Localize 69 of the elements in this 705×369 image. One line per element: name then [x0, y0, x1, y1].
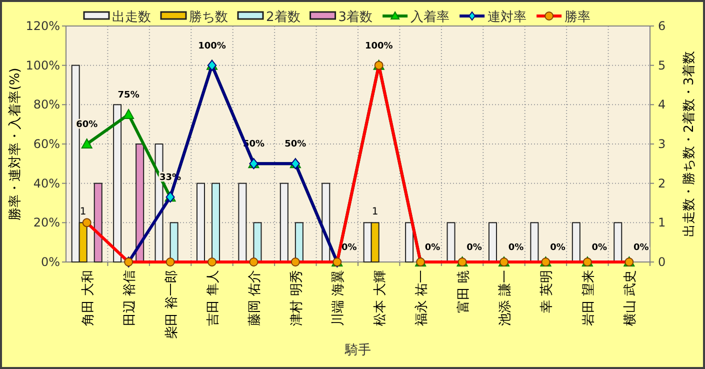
y2-tick-label: 1: [658, 216, 666, 230]
y2-tick-label: 5: [658, 58, 666, 72]
data-label: 0%: [634, 243, 649, 253]
bar: [196, 182, 205, 262]
y-axis-title: 勝率・連対率・入着率(%): [7, 68, 23, 220]
legend-label: 入着率: [410, 9, 450, 25]
data-label: 100%: [364, 41, 393, 52]
legend-label: 勝ち数: [189, 10, 228, 25]
data-label: 50%: [284, 140, 306, 150]
bar: [113, 104, 122, 262]
x-tick-label: 富田 暁: [455, 270, 472, 314]
x-tick-label: 松本 大輝: [372, 270, 388, 326]
bar: [614, 222, 622, 262]
data-label: 0%: [466, 243, 482, 253]
x-axis-title: 騎手: [344, 343, 371, 358]
bar: [212, 182, 220, 262]
y-tick-label: 0%: [40, 255, 60, 269]
data-label: 0%: [342, 243, 357, 253]
y-tick-label: 20%: [33, 216, 60, 230]
bar: [94, 182, 102, 262]
x-tick-label: 池添 謙一: [497, 270, 513, 326]
y2-tick-label: 3: [658, 137, 666, 151]
y-tick-label: 40%: [33, 176, 60, 190]
y-tick-label: 120%: [26, 19, 60, 33]
x-tick-label: 川端 海翼: [331, 270, 346, 326]
y-tick-label: 100%: [26, 58, 60, 72]
legend-label: 連対率: [488, 9, 527, 25]
legend-label: 3着数: [338, 9, 373, 25]
data-label: 75%: [118, 90, 140, 100]
bar: [488, 222, 497, 262]
x-tick-label: 福永 祐一: [414, 270, 430, 326]
bar: [253, 222, 262, 262]
x-tick-label: 藤岡 佑介: [248, 270, 263, 326]
y2-tick-label: 2: [658, 176, 666, 190]
x-tick-label: 幸 英明: [540, 270, 555, 314]
data-label: 0%: [424, 243, 440, 253]
x-tick-label: 横山 武史: [623, 270, 638, 326]
bar: [280, 182, 288, 262]
data-label: 100%: [198, 41, 226, 52]
x-tick-label: 田辺 裕信: [122, 270, 138, 326]
y2-axis-title: 出走数・勝ち数・2着数・3着数: [681, 51, 697, 237]
x-tick-label: 角田 大和: [80, 270, 96, 326]
bar: [238, 182, 247, 262]
bar: [405, 222, 414, 262]
bar: [294, 222, 304, 262]
y2-tick-label: 4: [658, 98, 666, 112]
x-tick-label: 津村 明秀: [289, 270, 304, 326]
x-tick-label: 吉田 隼人: [206, 270, 221, 326]
bar: [446, 222, 456, 262]
y2-tick-label: 6: [658, 19, 666, 33]
data-label: 1: [80, 206, 86, 218]
point: [81, 138, 92, 148]
legend-label: 2着数: [266, 9, 300, 25]
y2-tick-label: 0: [658, 255, 666, 269]
point: [123, 109, 134, 119]
data-label: 0%: [592, 243, 608, 253]
y-tick-label: 80%: [33, 98, 60, 112]
x-tick-label: 岩田 望来: [581, 270, 596, 326]
data-label: 1: [372, 206, 378, 218]
legend-label: 勝率: [564, 9, 591, 25]
bar: [136, 144, 144, 262]
bar: [530, 222, 539, 262]
legend-label: 出走数: [112, 10, 151, 25]
bar: [572, 222, 580, 262]
bar: [170, 222, 178, 262]
data-label: 0%: [508, 243, 524, 253]
x-tick-label: 柴田 裕一郎: [163, 270, 180, 340]
data-label: 0%: [550, 243, 566, 253]
y-tick-label: 60%: [33, 137, 60, 151]
